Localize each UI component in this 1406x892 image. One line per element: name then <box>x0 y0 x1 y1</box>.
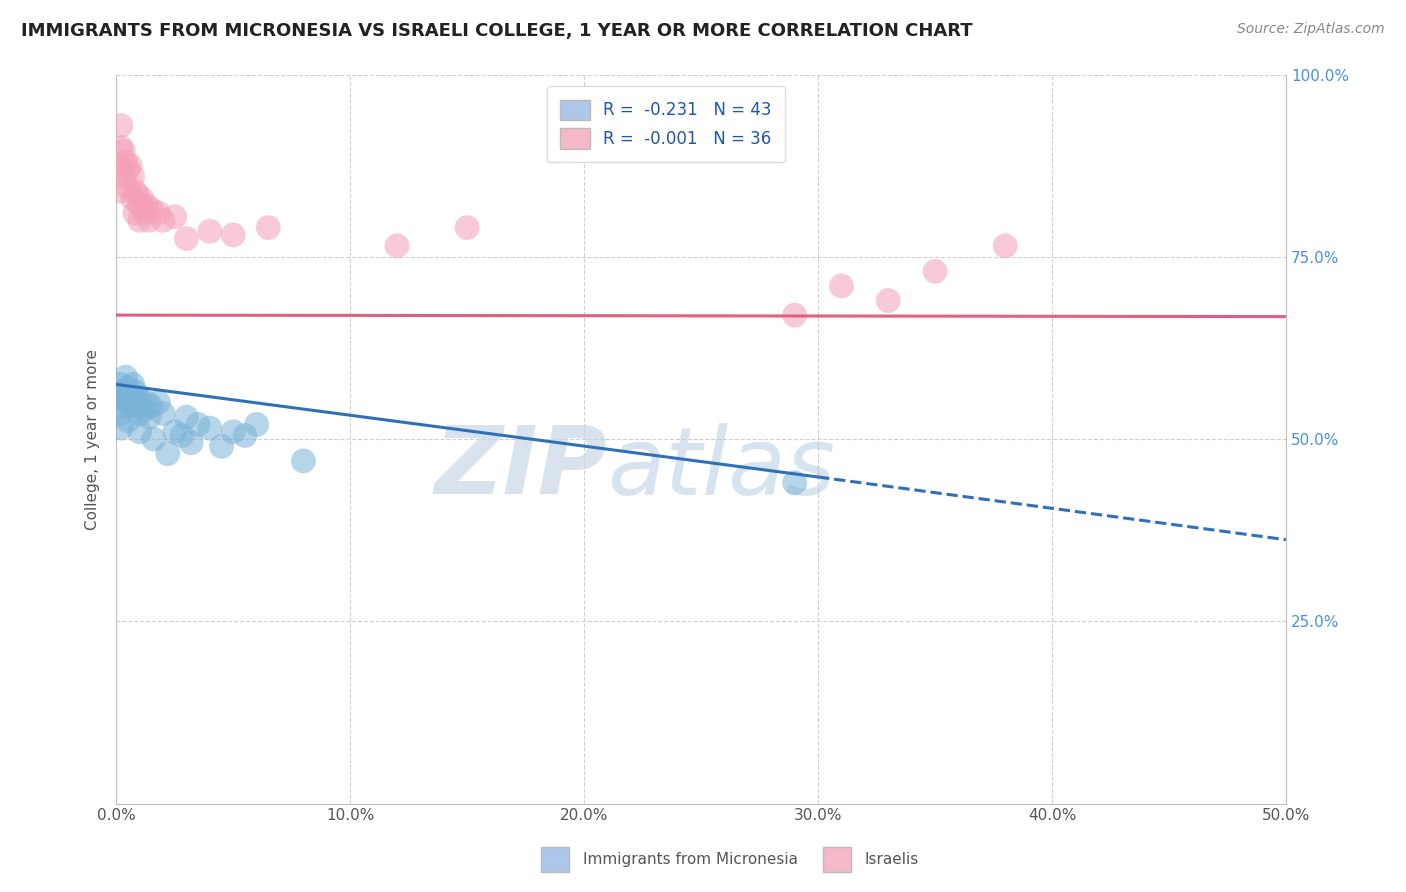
Point <box>112 399 135 413</box>
Point <box>131 399 153 413</box>
Text: ZIP: ZIP <box>434 422 607 514</box>
Point <box>121 169 143 184</box>
Point <box>121 191 143 205</box>
Point <box>110 140 132 154</box>
Point <box>117 162 139 177</box>
Point <box>198 224 221 238</box>
Point <box>124 206 146 220</box>
Point <box>110 407 132 421</box>
Point <box>110 377 132 392</box>
Point <box>783 308 806 322</box>
Point <box>138 213 160 227</box>
Y-axis label: College, 1 year or more: College, 1 year or more <box>86 349 100 530</box>
Point <box>783 475 806 490</box>
Point <box>135 395 157 409</box>
Point <box>124 384 146 399</box>
Point <box>187 417 209 432</box>
Point <box>141 399 163 413</box>
Point <box>152 213 174 227</box>
Point <box>142 432 165 446</box>
Point <box>120 399 142 413</box>
Point <box>170 428 193 442</box>
Point <box>128 407 150 421</box>
Text: atlas: atlas <box>607 423 835 514</box>
Point <box>292 454 315 468</box>
Point <box>163 425 186 439</box>
Point <box>121 392 143 406</box>
Point <box>163 210 186 224</box>
Point <box>222 425 245 439</box>
Point <box>830 279 852 293</box>
Point <box>120 388 142 402</box>
Point <box>110 162 132 177</box>
Point <box>994 239 1017 253</box>
Point <box>128 392 150 406</box>
Point <box>176 410 198 425</box>
Point <box>112 384 135 399</box>
Point <box>152 407 174 421</box>
Text: Immigrants from Micronesia: Immigrants from Micronesia <box>583 852 799 867</box>
Point <box>131 191 153 205</box>
Point <box>176 231 198 245</box>
Point <box>124 184 146 198</box>
Point <box>128 199 150 213</box>
Point <box>114 370 136 384</box>
Point <box>134 403 156 417</box>
Point <box>246 417 269 432</box>
Point <box>114 155 136 169</box>
Point <box>117 395 139 409</box>
Point <box>877 293 900 308</box>
Point <box>110 421 132 435</box>
Point <box>117 414 139 428</box>
Legend: R =  -0.231   N = 43, R =  -0.001   N = 36: R = -0.231 N = 43, R = -0.001 N = 36 <box>547 87 786 162</box>
Point <box>148 206 170 220</box>
Point <box>141 202 163 217</box>
Text: Israelis: Israelis <box>865 852 920 867</box>
Point <box>112 144 135 158</box>
Text: IMMIGRANTS FROM MICRONESIA VS ISRAELI COLLEGE, 1 YEAR OR MORE CORRELATION CHART: IMMIGRANTS FROM MICRONESIA VS ISRAELI CO… <box>21 22 973 40</box>
Point <box>257 220 280 235</box>
Point <box>135 199 157 213</box>
Point <box>127 187 149 202</box>
Point <box>138 410 160 425</box>
Point <box>198 421 221 435</box>
Text: Source: ZipAtlas.com: Source: ZipAtlas.com <box>1237 22 1385 37</box>
Point <box>156 447 179 461</box>
Point <box>110 392 132 406</box>
Point <box>120 159 142 173</box>
Point <box>924 264 946 278</box>
Point <box>128 425 150 439</box>
Point <box>233 428 256 442</box>
Point <box>134 206 156 220</box>
Point <box>222 227 245 242</box>
Point <box>211 439 233 453</box>
Point <box>456 220 478 235</box>
Point <box>127 392 149 406</box>
Point <box>117 381 139 395</box>
Point <box>124 399 146 413</box>
Point <box>128 213 150 227</box>
Point <box>385 239 408 253</box>
Point <box>114 388 136 402</box>
Point <box>180 435 202 450</box>
Point <box>112 388 135 402</box>
Point <box>117 180 139 194</box>
Point <box>148 395 170 409</box>
Point <box>110 184 132 198</box>
Point <box>112 169 135 184</box>
Point <box>110 119 132 133</box>
Point <box>121 377 143 392</box>
